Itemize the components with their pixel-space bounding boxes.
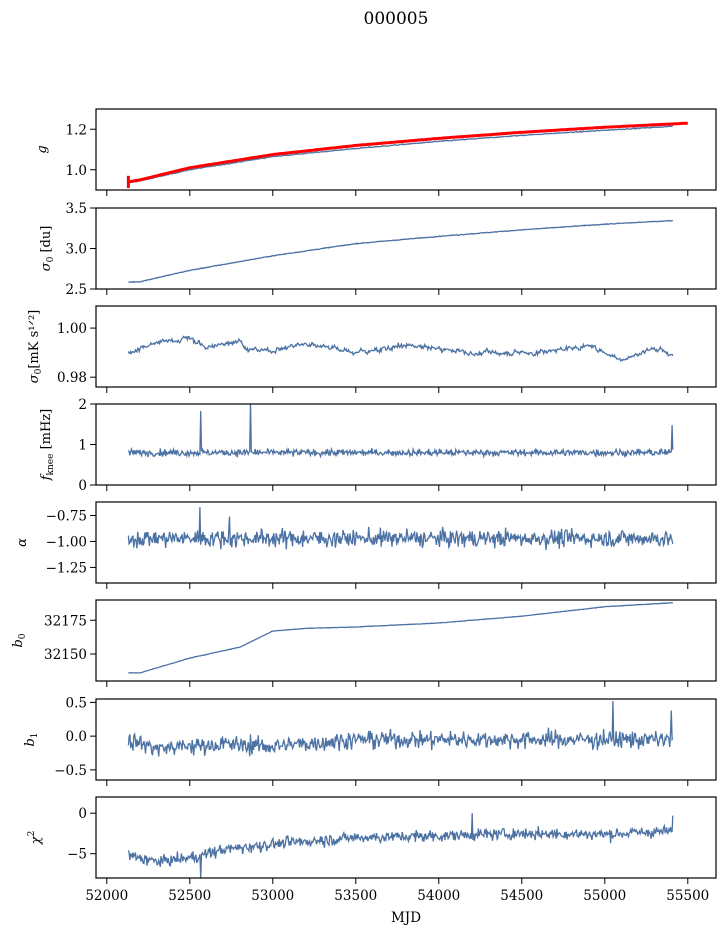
panel-frame <box>95 501 717 584</box>
panel-frame <box>95 698 717 781</box>
panel-fknee: 0 1 2 fknee [mHz] <box>39 397 717 494</box>
y-tick-label: −1.25 <box>46 560 87 576</box>
panel-frame <box>95 305 717 388</box>
y-tick-label: 32150 <box>44 647 87 663</box>
panel-frame <box>95 207 717 290</box>
panels: 1.0 1.2 g 2.5 3.0 3.5 σ0 [du] 0.98 1.00 σ0[mK s¹ᐟ… <box>11 108 717 884</box>
y-tick-label: 3.0 <box>66 242 87 258</box>
y-tick-label: −0.75 <box>46 509 87 525</box>
x-tick-label: 52000 <box>85 888 128 904</box>
panel-chi2: −5 0 χ2 <box>27 796 717 884</box>
chart-title: 000005 <box>364 9 429 29</box>
x-tick-labels: 52000 52500 53000 53500 54000 54500 55000 55500 <box>85 888 709 904</box>
y-axis-label-chi2: χ2 <box>27 831 44 846</box>
panel-b0: 32150 32175 b0 <box>11 599 717 687</box>
panel-frame <box>95 403 717 486</box>
y-axis-label-fknee: fknee [mHz] <box>39 409 56 482</box>
series-line-alpha <box>127 507 674 550</box>
series-line-b1 <box>127 700 674 757</box>
x-tick-label: 55500 <box>666 888 709 904</box>
series-line-g <box>128 125 673 184</box>
y-axis-label-b0: b0 <box>11 633 28 647</box>
series-line-b0 <box>128 602 673 674</box>
y-axis-label-g: g <box>35 145 50 153</box>
y-axis-label-sigma0-mk: σ0[mK s¹ᐟ²] <box>27 310 44 384</box>
panel-frame <box>95 108 717 191</box>
panel-frame <box>95 599 717 682</box>
x-tick-label: 53000 <box>251 888 294 904</box>
y-axis-label-sigma0-du: σ0 [du] <box>39 226 56 272</box>
panel-g: 1.0 1.2 g <box>35 108 717 196</box>
y-tick-label: 0.98 <box>57 370 87 386</box>
y-tick-label: 3.5 <box>66 201 87 217</box>
y-axis-label-alpha: α <box>15 538 30 547</box>
x-tick-label: 53500 <box>334 888 377 904</box>
x-tick-label: 54000 <box>417 888 460 904</box>
y-axis-label-b1: b1 <box>23 732 40 746</box>
y-tick-label: 1.00 <box>57 321 87 337</box>
series-line-chi2 <box>127 813 674 878</box>
y-tick-label: 0 <box>78 806 87 822</box>
y-tick-label: 1 <box>78 438 87 454</box>
x-axis-label: MJD <box>391 910 421 926</box>
series-line-fknee <box>127 404 674 459</box>
y-tick-label: 1.2 <box>66 122 87 138</box>
y-tick-label: 0.0 <box>66 729 87 745</box>
panel-sigma0-mk: 0.98 1.00 σ0[mK s¹ᐟ²] <box>27 305 717 393</box>
panel-frame <box>95 796 717 879</box>
panel-alpha: −1.25 −1.00 −0.75 α <box>15 501 717 589</box>
y-tick-label: 0.5 <box>66 695 87 711</box>
y-tick-label: 2.5 <box>66 282 87 298</box>
panel-sigma0-du: 2.5 3.0 3.5 σ0 [du] <box>39 201 717 298</box>
y-tick-label: 2 <box>78 397 87 413</box>
y-tick-label: 0 <box>78 478 87 494</box>
y-tick-label: 1.0 <box>66 163 87 179</box>
fit-overlay-line <box>128 121 688 184</box>
y-tick-label: −0.5 <box>54 763 87 779</box>
y-tick-label: −5 <box>67 847 87 863</box>
panel-b1: −0.5 0.0 0.5 b1 <box>23 695 717 786</box>
y-tick-label: −1.00 <box>46 534 87 550</box>
series-line-sigma0-du <box>128 219 673 284</box>
series-line-sigma0-mk <box>127 335 674 363</box>
x-tick-label: 55000 <box>583 888 626 904</box>
x-tick-label: 54500 <box>500 888 543 904</box>
y-tick-label: 32175 <box>44 613 87 629</box>
x-tick-label: 52500 <box>168 888 211 904</box>
